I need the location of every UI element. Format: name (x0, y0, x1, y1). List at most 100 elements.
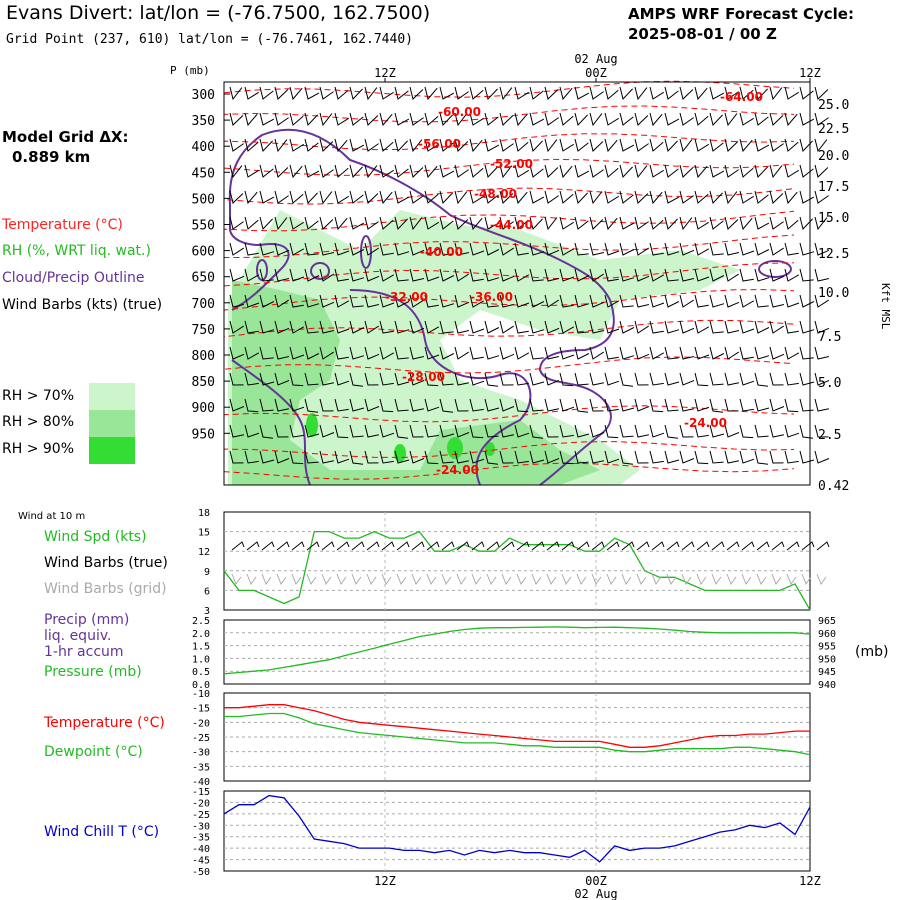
wind-barb (634, 398, 650, 412)
surface-barb-true (291, 541, 305, 551)
wind-barb (514, 112, 528, 127)
wind-barb (439, 372, 454, 386)
time-tick-bottom: 12Z (799, 874, 821, 888)
wind-barb (649, 450, 664, 464)
kft-tick: 2.5 (818, 428, 841, 443)
wind-barb (709, 268, 725, 282)
wind-barb (454, 320, 470, 334)
wind-barb (679, 112, 694, 126)
surface-barb-grid (516, 573, 527, 586)
surface-barb-grid (621, 573, 632, 586)
pressure-tick: 650 (192, 271, 215, 286)
wind-barb (454, 268, 469, 282)
wind-barb (634, 450, 649, 464)
surface-barb-grid (351, 573, 362, 586)
pressure-tick: 850 (192, 375, 215, 390)
wind-barb (499, 112, 514, 126)
wind-barb (784, 398, 799, 413)
wind-barb (304, 424, 320, 438)
wind-barb (319, 138, 334, 152)
pressure-tick: 700 (192, 297, 215, 312)
wind-barb (619, 372, 634, 387)
wind-barb (274, 112, 289, 126)
wind-barb (694, 164, 708, 179)
wind-barb (574, 268, 590, 282)
surface-barb-grid (381, 573, 392, 586)
wind-chill-line (223, 794, 811, 863)
wind-barb (364, 190, 379, 204)
wind-barb (319, 164, 334, 178)
wind-barb (769, 320, 784, 334)
wind-barb (424, 450, 439, 465)
wind-barb (274, 398, 290, 412)
wind-barb (529, 346, 544, 360)
wind-barb (319, 242, 335, 256)
wind-barb (769, 398, 785, 412)
surface-barb-true (801, 541, 815, 551)
wind-barb (664, 190, 680, 204)
wind-barb (604, 86, 619, 100)
wind-barb (319, 450, 335, 464)
wind-barb (514, 424, 530, 438)
wind-barb (694, 216, 709, 230)
wind-barb (439, 242, 454, 256)
wind-barb (424, 268, 440, 282)
wind-barb (274, 320, 290, 334)
wind-barb (679, 242, 695, 256)
temperature-label: -24.00 (684, 416, 727, 430)
wind-barb (469, 164, 484, 178)
wind-barb (304, 242, 319, 256)
pressure-right-tick: 960 (818, 629, 836, 640)
legend-swatch-rh90 (89, 437, 135, 464)
wind-barb (289, 242, 305, 256)
wind-barb (589, 320, 605, 334)
surface-barb-grid (756, 573, 767, 586)
wind-barb (499, 294, 515, 308)
wind-barb (499, 450, 514, 464)
wind-barb (499, 320, 514, 334)
wind-barb (679, 398, 695, 412)
wind-barb (529, 424, 544, 439)
wind-barb (229, 112, 244, 126)
wind-barb (694, 138, 709, 152)
legend-swatch-rh80 (89, 410, 135, 437)
wind-barb (229, 398, 245, 412)
rh90-patch (306, 413, 318, 437)
wind-barb (289, 268, 305, 282)
wind-barb (634, 294, 650, 308)
wind-barb (514, 190, 528, 205)
wind-barb (649, 164, 664, 178)
kft-tick: 5.0 (818, 376, 841, 391)
wind-barb (709, 190, 723, 205)
wind-barb (424, 320, 440, 334)
wind-barb (589, 138, 604, 152)
precip-label: 1-hr accum (44, 644, 124, 660)
grid-point-subtitle: Grid Point (237, 610) lat/lon = (-76.746… (6, 32, 413, 47)
wind-barb (364, 450, 379, 464)
wind-barb (379, 242, 394, 256)
wind-barb (349, 346, 365, 360)
kft-tick: 12.5 (818, 247, 849, 262)
wind-barb (274, 450, 290, 464)
wind-barb (439, 346, 455, 360)
surface-barb-grid (396, 573, 407, 586)
cloud-island (256, 259, 268, 281)
wind-barb (589, 216, 604, 230)
wind-barb (379, 138, 394, 152)
wind-barb (709, 242, 724, 256)
wind-barb (754, 112, 769, 126)
wind-barb (424, 242, 440, 256)
wind-barb (709, 346, 725, 360)
wind-barb (334, 86, 349, 100)
wind-barb (259, 112, 275, 126)
wind-barb (454, 86, 469, 100)
wind-barb (679, 138, 693, 153)
wind-chill-tick: -30 (192, 821, 210, 832)
wind-barb (514, 164, 529, 178)
wind-barb (514, 86, 529, 100)
wind-barb (814, 320, 830, 334)
wind-barb (739, 450, 755, 464)
wind-barb (694, 450, 709, 465)
precip-pressure-tick: 1.0 (192, 654, 210, 665)
wind-barb (559, 242, 575, 256)
